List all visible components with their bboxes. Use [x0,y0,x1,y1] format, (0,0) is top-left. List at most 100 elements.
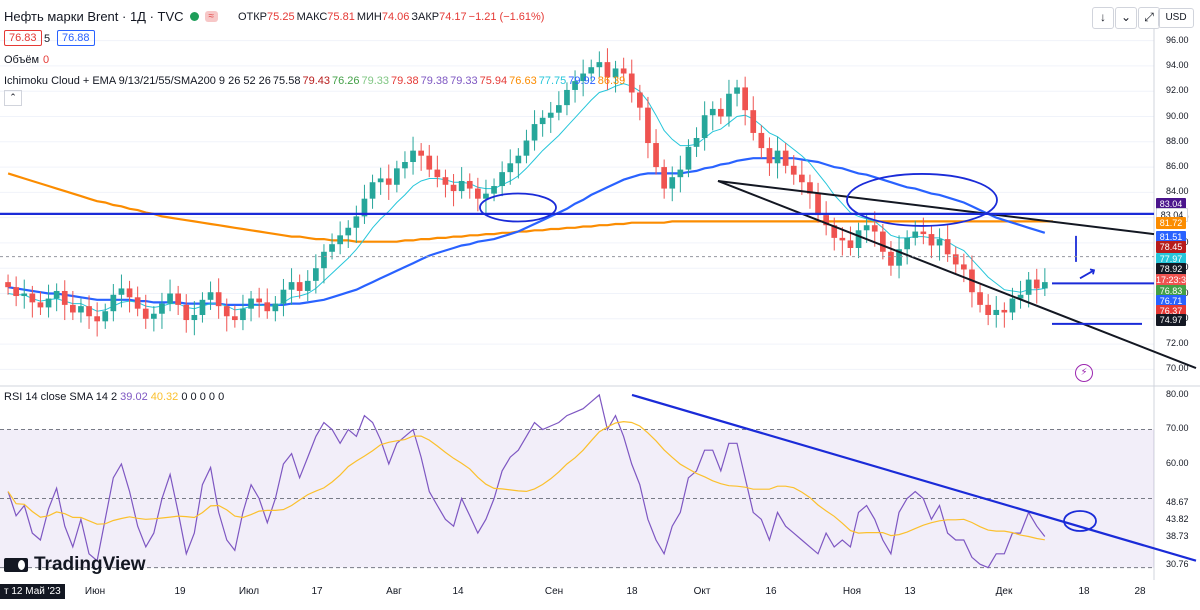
cursor-date-label: т 12 Май '23 [0,584,65,599]
candle-body [823,215,829,226]
candle-body [151,313,157,319]
lightning-icon[interactable]: ⚡ [1075,364,1093,382]
candle-body [507,163,514,173]
candle-body [288,282,295,290]
time-axis-label: Авг [386,586,402,597]
candle-body [296,282,303,291]
candle-body [337,235,343,245]
candle-body [653,143,659,168]
candle-body [547,112,554,118]
candle-body [240,308,246,321]
candle-body [402,162,408,169]
candle-body [110,294,117,312]
price-axis-label: 88.00 [1166,135,1189,146]
candle-body [831,225,838,238]
price-axis-label: 96.00 [1166,34,1189,45]
arrow-down-icon[interactable]: ↓ [1092,7,1114,29]
time-axis-label: Сен [544,586,564,597]
candle-body [353,216,360,228]
ichimoku-value: 79.38 [391,75,419,87]
candle-body [1017,294,1024,299]
candle-body [766,148,773,164]
candle-body [928,234,935,246]
ichimoku-label: Ichimoku Cloud + EMA 9/13/21/55/SMA200 9… [4,75,271,87]
candle-body [458,180,465,192]
currency-selector[interactable]: USD [1158,8,1194,28]
ohlc-readout: ОТКР75.25 МАКС75.81 МИН74.06 ЗАКР74.17 −1.21… [238,11,546,23]
time-axis-label: 28 [1134,586,1146,597]
rsi-axis-label: 60.00 [1166,458,1189,468]
candle-body [450,184,457,192]
rsi-axis-label: 30.76 [1166,559,1189,569]
price-axis-label: 70.00 [1166,363,1189,374]
candle-body [855,230,862,248]
price-axis-label: 86.00 [1166,161,1189,172]
fullscreen-icon[interactable]: ⤢ [1138,7,1160,29]
candle-body [701,115,708,138]
candle-body [45,298,52,308]
candle-body [539,117,546,125]
rsi-sma-line [7,420,1045,541]
candle-body [426,155,433,170]
wave-icon[interactable]: ≈ [204,11,219,22]
candle-body [13,287,19,297]
candle-body [264,302,271,312]
time-axis-label: Дек [995,586,1013,597]
ichimoku-legend: Ichimoku Cloud + EMA 9/13/21/55/SMA200 9… [4,75,627,87]
candle-body [1009,298,1016,313]
candle-body [118,288,125,295]
candle-body [183,304,190,321]
candle-body [102,311,109,322]
rsi-axis-label: 80.00 [1166,388,1189,399]
candle-body [580,73,586,82]
buy-price-button[interactable]: 76.88 [57,30,95,46]
candle-body [499,172,505,187]
logo-text: TradingView [34,554,146,575]
ohlc-key: ОТКР [238,11,268,23]
ohlc-value: 74.17 [439,11,467,23]
candle-body [167,293,173,304]
candle-body [361,198,368,217]
candle-body [61,290,68,305]
price-badge: 76.71 [1156,295,1186,308]
candle-body [523,140,530,156]
rsi-value: 0 [199,391,209,403]
ohlc-key: ЗАКР [411,11,440,23]
time-axis-label: Июн [84,586,106,597]
candle-body [936,239,943,246]
rsi-axis-label: 43.82 [1166,513,1189,524]
time-axis-label: 18 [626,586,638,597]
candle-body [604,62,611,78]
candle-body [669,177,676,189]
annotation-arrow [1075,235,1096,280]
rsi-axis-label: 70.00 [1166,423,1189,434]
price-badge: 17:23:34 [1156,273,1192,286]
candle-body [863,225,870,231]
time-axis-label: Июл [238,586,260,597]
candle-body [159,303,165,314]
chevron-down-icon[interactable]: ⌄ [1115,7,1137,29]
collapse-legend-button[interactable]: ⌃ [4,90,22,106]
candle-body [86,306,92,317]
price-badge: 78.45 [1156,240,1186,253]
volume-legend: Объём 0 [4,54,49,66]
sell-price-button[interactable]: 76.83 [4,30,42,46]
candle-body [466,180,473,189]
price-axis-label: 84.00 [1166,186,1189,197]
symbol-title[interactable]: Нефть марки Brent · 1Д · TVC ≈ [4,9,219,24]
rsi-axis-label: 48.67 [1166,497,1189,508]
candle-body [790,165,797,175]
candle-body [944,239,951,255]
candle-body [1033,279,1040,289]
candle-body [272,303,279,312]
ohlc-value: 74.06 [381,11,410,23]
price-badge: 74.97 [1156,314,1186,327]
candle-body [637,92,643,108]
ohlc-value: 75.81 [327,11,355,23]
price-badge: 78.92 [1156,263,1186,276]
candle-body [313,268,319,281]
time-axis-label: 14 [452,586,464,597]
candle-body [782,150,789,166]
candle-body [442,177,449,185]
